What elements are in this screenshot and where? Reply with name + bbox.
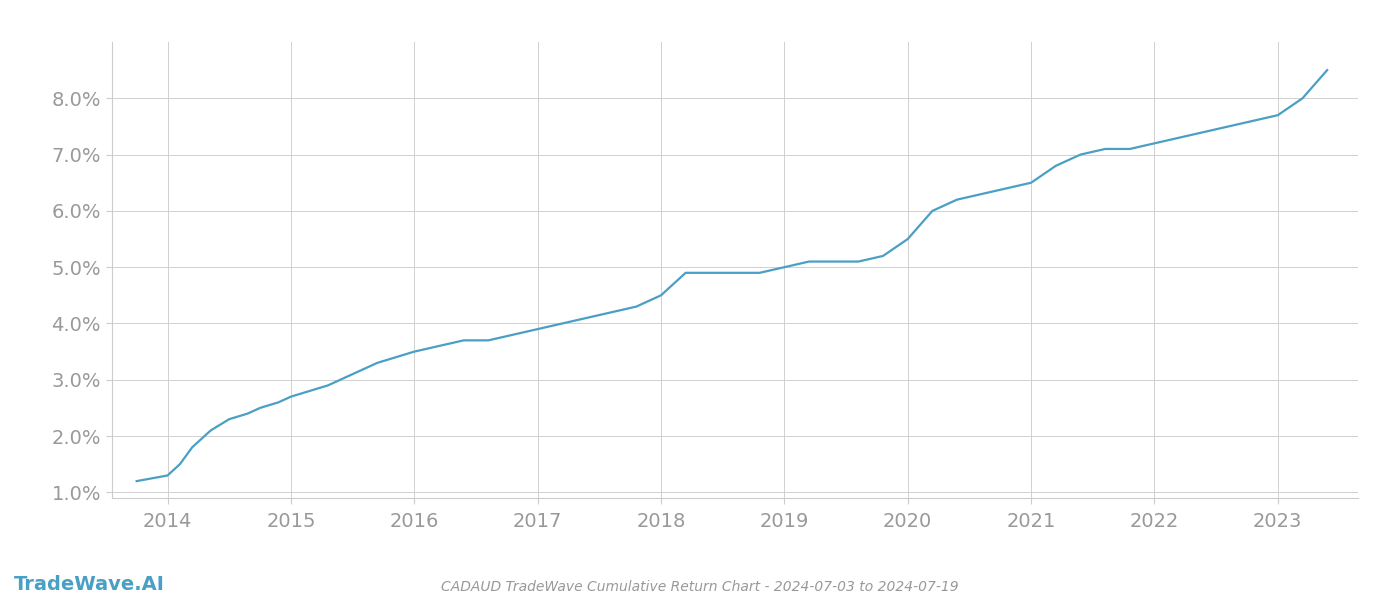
Text: TradeWave.AI: TradeWave.AI <box>14 575 165 594</box>
Text: CADAUD TradeWave Cumulative Return Chart - 2024-07-03 to 2024-07-19: CADAUD TradeWave Cumulative Return Chart… <box>441 580 959 594</box>
